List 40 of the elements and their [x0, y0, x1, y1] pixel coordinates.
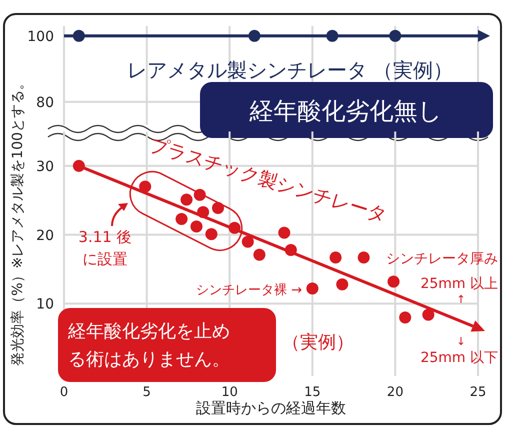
point — [399, 311, 412, 324]
x-tick-label: 10 — [221, 385, 238, 400]
point — [306, 282, 318, 295]
point — [336, 278, 348, 290]
y-axis-title: 発光効率（%）※レアメタル製を100とする。 — [10, 76, 26, 366]
x-tick-label: 0 — [60, 385, 68, 400]
point — [139, 180, 152, 193]
point — [242, 236, 254, 248]
y-tick-label: 20 — [36, 228, 54, 244]
point — [212, 202, 224, 214]
point — [205, 228, 218, 240]
annotation: レアメタル製シンチレータ （実例） — [126, 58, 454, 82]
point — [180, 194, 193, 206]
annotation: シンチレータ厚み 25mm 以上 — [386, 251, 498, 292]
point — [253, 248, 266, 261]
point — [358, 252, 370, 264]
point — [422, 308, 434, 321]
annotation: シンチレータ裸 → — [196, 283, 302, 298]
annotation: ↑ — [456, 293, 466, 306]
annotation: ↓ — [456, 335, 466, 348]
x-tick-label: 25 — [470, 385, 486, 400]
x-axis-title: 設置時からの経過年数 — [196, 399, 346, 417]
x-tick-label: 20 — [386, 385, 404, 400]
annotation: 経年酸化劣化無し — [248, 97, 442, 125]
y-tick-label: 80 — [36, 94, 54, 111]
point — [388, 276, 400, 288]
y-tick-label: 30 — [36, 158, 54, 175]
x-tick-label: 5 — [142, 385, 151, 400]
x-tick-label: 15 — [304, 385, 321, 400]
annotation: プラスチック製シンチレータ — [146, 134, 390, 227]
annotation: （実例） — [282, 332, 354, 353]
annotation: 経年酸化劣化を止める術はありません。 — [67, 321, 230, 370]
y-tick-label: 100 — [27, 28, 54, 45]
point — [176, 212, 188, 225]
annotation: 25mm 以下 — [420, 350, 498, 366]
annotation: 3.11 後に設置 — [78, 228, 132, 268]
y-tick-label: 10 — [36, 296, 54, 313]
point — [190, 220, 202, 233]
point — [278, 226, 290, 239]
point — [330, 252, 342, 264]
